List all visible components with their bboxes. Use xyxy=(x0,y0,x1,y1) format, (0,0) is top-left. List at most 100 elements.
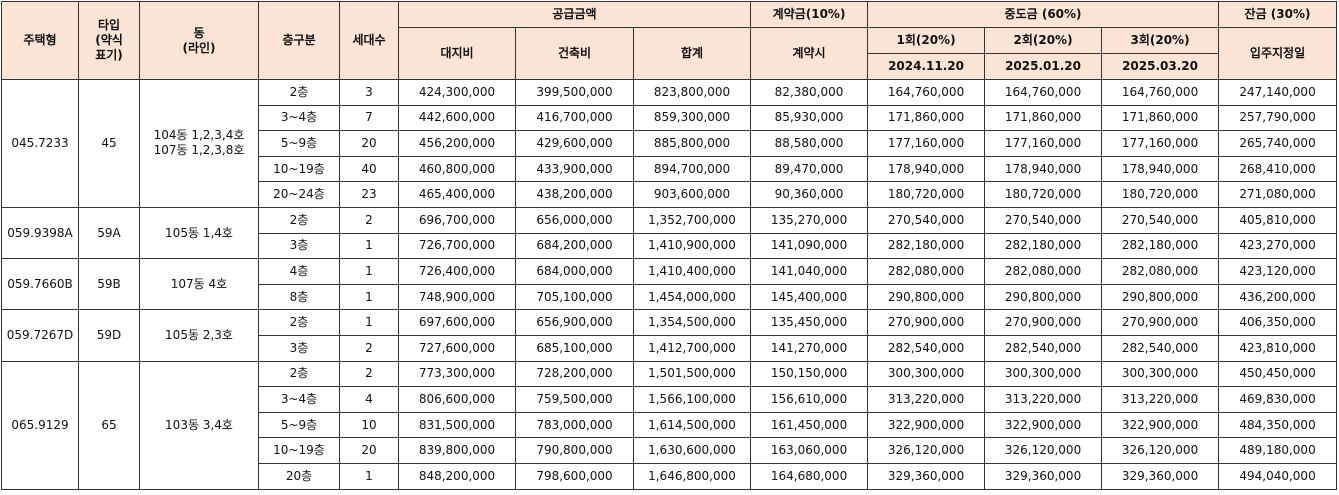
header-cell: 잔금 (30%) xyxy=(1218,1,1338,28)
cell: 424,300,000 xyxy=(398,79,516,106)
cell: 406,350,000 xyxy=(1218,309,1338,336)
cell: 696,700,000 xyxy=(398,206,516,234)
row: 5~9층 20 456,200,000 429,600,000 885,800,000 8… xyxy=(2,130,1338,157)
cell: 416,700,000 xyxy=(515,104,634,132)
cell: 90,360,000 xyxy=(750,181,869,208)
cell: 65 xyxy=(78,360,140,490)
cell: 045.7233 xyxy=(1,79,79,208)
cell: 59D xyxy=(78,309,140,362)
cell: 806,600,000 xyxy=(398,386,516,413)
cell: 839,800,000 xyxy=(398,437,516,464)
cell: 1,454,000,000 xyxy=(632,283,752,311)
row: 20층 1 848,200,000 798,600,000 1,646,800,000 1… xyxy=(2,462,1338,490)
cell: 059.7267D xyxy=(1,309,79,362)
cell: 135,450,000 xyxy=(750,309,869,336)
cell: 423,120,000 xyxy=(1218,258,1338,285)
cell: 697,600,000 xyxy=(398,309,516,336)
cell: 1 xyxy=(339,462,399,490)
header-cell: 세대수 xyxy=(339,1,399,80)
header-cell: 층구분 xyxy=(258,1,340,80)
header-cell: 입주지정일 xyxy=(1218,27,1338,80)
header-cell: 2025.03.20 xyxy=(1101,53,1220,80)
cell: 2층 xyxy=(258,206,340,234)
cell: 178,940,000 xyxy=(1101,155,1220,183)
cell: 268,410,000 xyxy=(1218,155,1338,183)
cell: 313,220,000 xyxy=(984,386,1103,413)
cell: 823,800,000 xyxy=(632,79,752,106)
header-cell: 1회(20%) xyxy=(867,27,986,54)
cell: 798,600,000 xyxy=(515,462,634,490)
cell: 10 xyxy=(339,411,399,439)
cell: 282,180,000 xyxy=(867,232,986,260)
cell: 065.9129 xyxy=(1,360,79,490)
cell: 399,500,000 xyxy=(515,79,634,106)
cell: 141,270,000 xyxy=(750,334,869,362)
cell: 300,300,000 xyxy=(1101,360,1220,388)
cell: 489,180,000 xyxy=(1218,437,1338,464)
cell: 1,501,500,000 xyxy=(632,360,752,388)
cell: 684,000,000 xyxy=(515,258,634,285)
cell: 156,610,000 xyxy=(750,386,869,413)
cell: 313,220,000 xyxy=(867,386,986,413)
cell: 1,614,500,000 xyxy=(632,411,752,439)
cell: 89,470,000 xyxy=(750,155,869,183)
cell: 177,160,000 xyxy=(1101,130,1220,157)
cell: 423,810,000 xyxy=(1218,334,1338,362)
header-cell: 2025.01.20 xyxy=(984,53,1103,80)
cell: 4 xyxy=(339,386,399,413)
cell: 85,930,000 xyxy=(750,104,869,132)
header-cell: 계약시 xyxy=(750,27,869,80)
cell: 270,540,000 xyxy=(867,206,986,234)
row: 3층 1 726,700,000 684,200,000 1,410,900,000 14… xyxy=(2,232,1338,260)
cell: 450,450,000 xyxy=(1218,360,1338,388)
row: 059.9398A 59A 105동 1,4호 2층 2 696,700,000 656,0… xyxy=(1,206,1338,260)
cell: 2 xyxy=(339,206,399,234)
cell: 150,150,000 xyxy=(750,360,869,388)
row: 059.7267D 59D 105동 2,3호 2층 1 697,600,000 656,9… xyxy=(1,309,1338,362)
cell: 903,600,000 xyxy=(632,181,752,208)
cell: 163,060,000 xyxy=(750,437,869,464)
cell: 270,900,000 xyxy=(1101,309,1220,336)
cell: 322,900,000 xyxy=(984,411,1103,439)
cell: 23 xyxy=(339,181,399,208)
cell: 300,300,000 xyxy=(867,360,986,388)
cell: 178,940,000 xyxy=(867,155,986,183)
cell: 3~4층 xyxy=(258,386,340,413)
cell: 1,354,500,000 xyxy=(632,309,752,336)
cell: 329,360,000 xyxy=(984,462,1103,490)
cell: 322,900,000 xyxy=(867,411,986,439)
header-cell: 계약금(10%) xyxy=(750,1,869,28)
cell: 59A xyxy=(78,206,140,260)
cell: 3층 xyxy=(258,334,340,362)
cell: 4층 xyxy=(258,258,340,285)
cell: 326,120,000 xyxy=(1101,437,1220,464)
cell: 178,940,000 xyxy=(984,155,1103,183)
cell: 282,540,000 xyxy=(867,334,986,362)
cell: 88,580,000 xyxy=(750,130,869,157)
cell: 1,646,800,000 xyxy=(632,462,752,490)
row: 065.9129 65 103동 3,4호 2층 2 773,300,000 728,200… xyxy=(1,360,1338,490)
cell: 728,200,000 xyxy=(515,360,634,388)
cell: 783,000,000 xyxy=(515,411,634,439)
cell: 282,080,000 xyxy=(1101,258,1220,285)
cell: 1 xyxy=(339,258,399,285)
cell: 1,352,700,000 xyxy=(632,206,752,234)
cell: 1 xyxy=(339,283,399,311)
cell: 177,160,000 xyxy=(867,130,986,157)
cell: 748,900,000 xyxy=(398,283,516,311)
cell: 885,800,000 xyxy=(632,130,752,157)
cell: 494,040,000 xyxy=(1218,462,1338,490)
header-cell: 합계 xyxy=(632,27,752,80)
cell: 290,800,000 xyxy=(1101,283,1220,311)
cell: 171,860,000 xyxy=(984,104,1103,132)
cell: 726,400,000 xyxy=(398,258,516,285)
cell: 270,900,000 xyxy=(984,309,1103,336)
header-cell: 3회(20%) xyxy=(1101,27,1220,54)
cell: 773,300,000 xyxy=(398,360,516,388)
cell: 164,680,000 xyxy=(750,462,869,490)
cell: 656,000,000 xyxy=(515,206,634,234)
cell: 790,800,000 xyxy=(515,437,634,464)
header-cell: 타입 (약식 표기) xyxy=(78,1,140,80)
